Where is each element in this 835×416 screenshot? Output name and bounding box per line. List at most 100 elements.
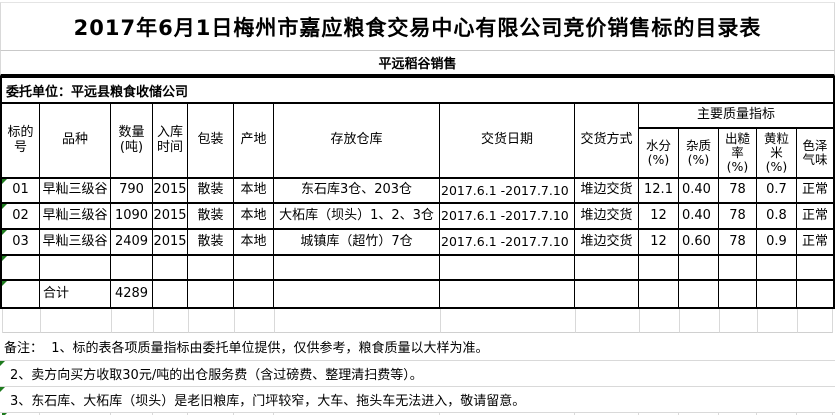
header-storage-time: 入库 时间 [153, 104, 188, 179]
cell-delivery-date: 2017.6.1 -2017.7.10 [440, 204, 575, 230]
cell-warehouse: 大柘库（坝头）1、2、3仓 [274, 204, 440, 230]
flag-triangle-icon [2, 281, 7, 286]
consignor-row: 委托单位：平远县粮食收储公司 [2, 78, 833, 104]
header-rice-yield: 出糙 率 (%) [719, 129, 757, 179]
header-variety: 品种 [40, 104, 111, 179]
cell-rice-yield [719, 281, 757, 307]
flag-triangle-icon [2, 413, 7, 415]
cell-rice-yield [719, 256, 757, 281]
cell-origin: 本地 [234, 204, 274, 230]
cell-bid-no: 01 [2, 179, 40, 204]
cell-moisture: 12 [639, 230, 679, 256]
cell-quantity: 790 [111, 179, 153, 204]
section-title: 平远稻谷销售 [378, 57, 457, 72]
cell-warehouse [274, 256, 440, 281]
header-delivery-method: 交货方式 [575, 104, 639, 179]
cell-moisture [639, 281, 679, 307]
cell-color-odor: 正常 [797, 230, 833, 256]
cell-origin: 本地 [234, 179, 274, 204]
note-text: 备注： 1、标的表各项质量指标由委托单位提供，仅供参考，粮食质量以大样为准。 [4, 341, 489, 356]
catalog-table: 委托单位：平远县粮食收储公司 标的 号 品种 数量 (吨) 入库 时间 包装 产… [0, 76, 835, 309]
cell-quantity: 1090 [111, 204, 153, 230]
note-line: 2、卖方向买方收取30元/吨的出仓服务费（含过磅费、整理清扫费等）。 [0, 361, 835, 387]
header-quantity: 数量 (吨) [111, 104, 153, 179]
cell-color-odor: 正常 [797, 204, 833, 230]
header-origin: 产地 [234, 104, 274, 179]
flag-triangle-icon [2, 230, 7, 235]
cell-storage-time: 2015 [153, 204, 188, 230]
cell-yellow-grain: 0.8 [757, 204, 797, 230]
cell-packing [188, 281, 234, 307]
cell-origin [234, 281, 274, 307]
consignor-label: 委托单位：平远县粮食收储公司 [6, 84, 189, 100]
header-delivery-date: 交货日期 [440, 104, 575, 179]
cell-rice-yield: 78 [719, 230, 757, 256]
header-bid-no: 标的 号 [2, 104, 40, 179]
cell-quantity [111, 256, 153, 281]
cell-bid-no [2, 281, 40, 307]
cell-bid-no: 02 [2, 204, 40, 230]
cell-quantity: 2409 [111, 230, 153, 256]
flag-triangle-icon [0, 387, 5, 392]
cell-variety: 早籼三级谷 [40, 179, 111, 204]
header-moisture: 水分 (%) [639, 129, 679, 179]
cell-bid-no [2, 256, 40, 281]
next-row-stub [2, 413, 833, 415]
cell-storage-time [153, 281, 188, 307]
cell-rice-yield: 78 [719, 179, 757, 204]
cell-variety: 早籼三级谷 [40, 204, 111, 230]
table-header: 标的 号 品种 数量 (吨) 入库 时间 包装 产地 存放仓库 交货日期 交货方… [2, 104, 833, 179]
flag-triangle-icon [2, 179, 7, 184]
cell-impurity [679, 281, 719, 307]
cell-warehouse [274, 281, 440, 307]
title-row: 2017年6月1日梅州市嘉应粮食交易中心有限公司竞价销售标的目录表 [0, 2, 835, 51]
cell-moisture: 12.1 [639, 179, 679, 204]
cell-impurity [679, 256, 719, 281]
header-packing: 包装 [188, 104, 234, 179]
cell-yellow-grain [757, 256, 797, 281]
cell-packing: 散装 [188, 230, 234, 256]
cell-impurity: 0.40 [679, 204, 719, 230]
total-quantity-cell: 4289 [111, 281, 153, 307]
cell-delivery-method [575, 256, 639, 281]
cell-delivery-method [575, 281, 639, 307]
cell-yellow-grain: 0.7 [757, 179, 797, 204]
header-impurity: 杂质 (%) [679, 129, 719, 179]
cell-delivery-date: 2017.6.1 -2017.7.10 [440, 179, 575, 204]
cell-delivery-date [440, 281, 575, 307]
cell-variety: 早籼三级谷 [40, 230, 111, 256]
cell-delivery-method: 堆边交货 [575, 230, 639, 256]
cell-delivery-date [440, 256, 575, 281]
page-title: 2017年6月1日梅州市嘉应粮食交易中心有限公司竞价销售标的目录表 [73, 15, 762, 40]
cell-warehouse: 城镇库（超竹）7仓 [274, 230, 440, 256]
flag-triangle-icon [2, 256, 7, 261]
notes-section: 备注： 1、标的表各项质量指标由委托单位提供，仅供参考，粮食质量以大样为准。 2… [0, 333, 835, 413]
empty-gridline-row [2, 309, 833, 333]
header-color-odor: 色泽 气味 [797, 129, 833, 179]
header-yellow-grain: 黄粒 米 (%) [757, 129, 797, 179]
cell-warehouse: 东石库3仓、203仓 [274, 179, 440, 204]
cell-yellow-grain [757, 281, 797, 307]
cell-delivery-method: 堆边交货 [575, 204, 639, 230]
cell-bid-no: 03 [2, 230, 40, 256]
note-line: 3、东石库、大柘库（坝头）是老旧粮库，门坪较窄，大车、拖头车无法进入，敬请留意。 [0, 387, 835, 413]
cell-packing: 散装 [188, 204, 234, 230]
note-text: 3、东石库、大柘库（坝头）是老旧粮库，门坪较窄，大车、拖头车无法进入，敬请留意。 [10, 394, 526, 409]
cell-origin [234, 256, 274, 281]
cell-impurity: 0.60 [679, 230, 719, 256]
cell-packing: 散装 [188, 179, 234, 204]
cell-impurity: 0.40 [679, 179, 719, 204]
cell-delivery-date: 2017.6.1 -2017.7.10 [440, 230, 575, 256]
cell-yellow-grain: 0.9 [757, 230, 797, 256]
cell-origin: 本地 [234, 230, 274, 256]
note-line: 备注： 1、标的表各项质量指标由委托单位提供，仅供参考，粮食质量以大样为准。 [0, 333, 835, 361]
cell-color-odor: 正常 [797, 179, 833, 204]
cell-delivery-method: 堆边交货 [575, 179, 639, 204]
table-body: 01 早籼三级谷 790 2015 散装 本地 东石库3仓、203仓 2017.… [2, 179, 833, 307]
cell-moisture [639, 256, 679, 281]
note-text: 2、卖方向买方收取30元/吨的出仓服务费（含过磅费、整理清扫费等）。 [10, 368, 423, 383]
header-warehouse: 存放仓库 [274, 104, 440, 179]
cell-variety [40, 256, 111, 281]
cell-storage-time [153, 256, 188, 281]
total-label-cell: 合计 [40, 281, 111, 307]
